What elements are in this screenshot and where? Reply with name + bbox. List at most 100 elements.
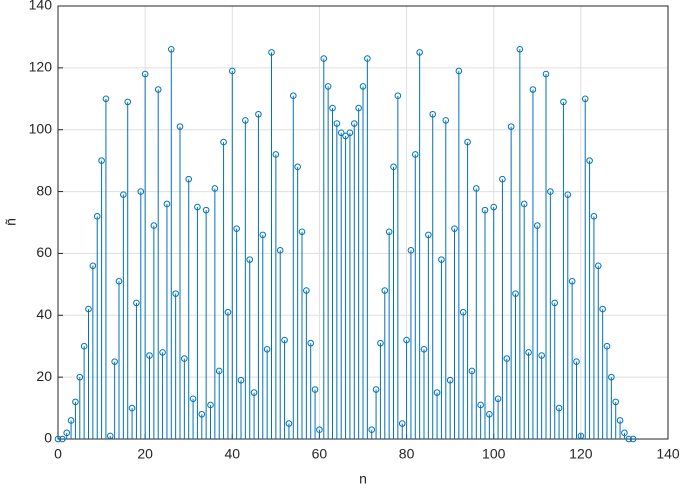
stem-marker <box>154 86 162 93</box>
stem-marker <box>303 287 310 294</box>
stem-marker <box>377 339 384 347</box>
x-axis-label: n <box>359 471 367 487</box>
stem-marker <box>128 404 136 412</box>
stem-marker <box>189 395 197 403</box>
stem-marker <box>89 262 97 270</box>
stem-marker <box>172 290 179 297</box>
stem-marker <box>246 256 254 263</box>
stem-marker <box>490 203 498 211</box>
stem-marker <box>368 426 376 434</box>
stem-marker <box>551 299 559 307</box>
stem-marker <box>472 185 480 192</box>
stem-marker <box>181 355 188 362</box>
y-tick-label: 80 <box>36 182 52 198</box>
stem-marker <box>533 222 541 229</box>
stem-marker <box>124 98 132 106</box>
stem-marker <box>381 287 389 294</box>
stem-marker <box>403 336 410 344</box>
stem-marker <box>167 46 175 53</box>
stem-marker <box>281 336 288 344</box>
stem-marker <box>237 376 245 384</box>
stem-marker <box>185 175 193 183</box>
stem-marker <box>198 410 206 418</box>
stem-marker <box>350 120 358 127</box>
stem-marker <box>263 346 271 353</box>
stem-marker <box>324 83 332 90</box>
stem-marker <box>468 367 476 375</box>
stem-marker <box>477 401 484 409</box>
stem-marker <box>272 151 280 158</box>
stem-marker <box>228 67 236 75</box>
stem-marker <box>525 349 532 356</box>
stem-marker <box>612 398 620 406</box>
x-tick-label: 20 <box>137 446 153 462</box>
stem-marker <box>289 92 297 99</box>
stem-marker <box>538 352 545 359</box>
stem-marker <box>398 420 406 427</box>
stem-marker <box>429 110 437 118</box>
stem-marker <box>163 200 171 208</box>
stem-marker <box>394 92 402 99</box>
stem-marker <box>573 358 580 365</box>
y-tick-label: 60 <box>36 244 52 260</box>
stem-marker <box>137 188 145 195</box>
stem-marker <box>594 262 602 270</box>
x-tick-label: 0 <box>54 446 62 462</box>
stem-marker <box>106 432 114 440</box>
stem-marker <box>342 132 349 140</box>
stem-marker <box>512 290 519 297</box>
stem-marker <box>577 432 585 440</box>
stem-marker <box>494 395 502 403</box>
y-tick-label: 0 <box>44 430 52 446</box>
stem-marker <box>355 104 362 112</box>
stem-marker <box>76 373 84 381</box>
stem-marker <box>390 163 397 171</box>
stem-marker <box>85 305 92 313</box>
stem-marker <box>625 435 633 443</box>
stem-marker <box>608 373 615 381</box>
stem-marker <box>255 110 262 118</box>
x-tick-label: 40 <box>224 446 240 462</box>
stem-marker <box>346 129 354 137</box>
stem-marker <box>616 417 624 424</box>
stem-marker <box>337 129 345 137</box>
stem-marker <box>250 389 258 396</box>
x-tick-label: 60 <box>312 446 328 462</box>
stem-marker <box>72 398 79 406</box>
stem-marker <box>111 358 118 365</box>
stem-marker <box>63 429 71 437</box>
stem-marker <box>416 49 423 56</box>
stem-marker <box>455 67 463 75</box>
stem-marker <box>385 228 393 236</box>
stem-marker <box>581 95 589 103</box>
stem-marker <box>486 410 493 418</box>
stem-marker <box>211 185 219 192</box>
y-tick-label: 120 <box>29 59 53 75</box>
stem-marker <box>425 231 432 239</box>
stem-marker <box>333 120 341 127</box>
stem-marker <box>242 117 249 124</box>
y-tick-label: 140 <box>29 0 53 13</box>
stem-marker <box>311 386 319 393</box>
stem-marker <box>459 308 467 316</box>
stem-marker <box>481 206 489 214</box>
stem-marker <box>329 104 336 112</box>
stem-marker <box>364 55 371 62</box>
x-tick-label: 140 <box>656 446 680 462</box>
stem-marker <box>547 188 554 195</box>
stem-marker <box>372 386 380 393</box>
stem-marker <box>420 346 428 353</box>
stem-marker <box>54 435 62 443</box>
stem-marker <box>464 138 471 146</box>
stem-marker <box>542 70 550 78</box>
stem-marker <box>586 157 593 164</box>
stem-marker <box>146 352 153 359</box>
stem-marker <box>590 213 598 220</box>
stem-marker <box>568 277 576 285</box>
stem-marker <box>98 157 105 164</box>
stem-marker <box>298 228 306 236</box>
stem-marker <box>621 429 628 437</box>
stem-marker <box>529 86 537 93</box>
